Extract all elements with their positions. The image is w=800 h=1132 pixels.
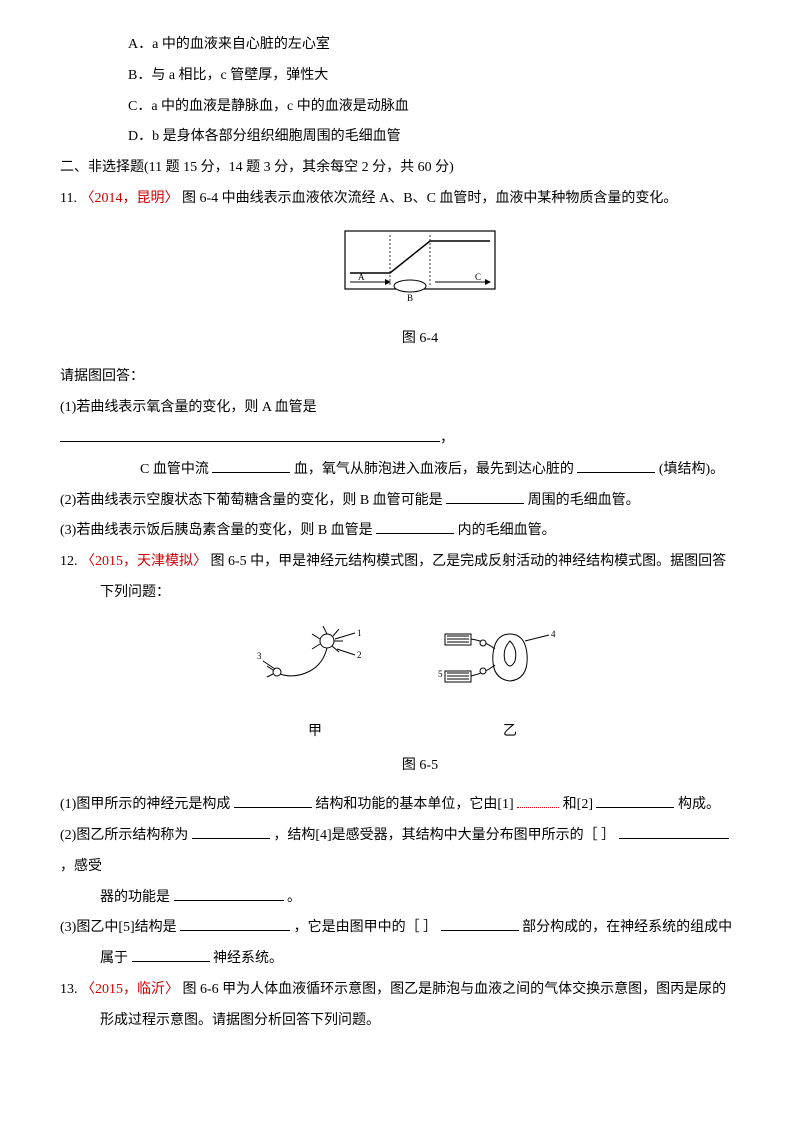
q12-part2: (2)图乙所示结构称为 ，结构[4]是感受器，其结构中大量分布图甲所示的［ ］ …: [60, 821, 740, 883]
q12-p1-d: 构成。: [678, 797, 720, 812]
q11-part2: (2)若曲线表示空腹状态下葡萄糖含量的变化，则 B 血管可能是 周围的毛细血管。: [60, 486, 740, 517]
q11-text: 图 6-4 中曲线表示血液依次流经 A、B、C 血管时，血液中某种物质含量的变化…: [182, 191, 677, 206]
q11-citation: 〈2014，昆明〉: [80, 191, 178, 206]
svg-text:B: B: [407, 293, 413, 303]
q12-part3b: 属于 神经系统。: [100, 944, 740, 975]
q12-p1-c: 和[2]: [563, 797, 593, 812]
q12-text-a: 图 6-5 中，甲是神经元结构模式图，乙是完成反射活动的神经结构模式图。据图回答: [211, 554, 727, 569]
q11-part1b: C 血管中流 血，氧气从肺泡进入血液后，最先到达心脏的 (填结构)。: [100, 455, 740, 486]
q11-part3: (3)若曲线表示饭后胰岛素含量的变化，则 B 血管是 内的毛细血管。: [60, 516, 740, 547]
figure-6-4-label: 图 6-4: [100, 324, 740, 355]
q12-number: 12.: [60, 554, 78, 569]
q11-p1b-blank2[interactable]: [577, 459, 655, 473]
q12-p3-b: ，它是由图甲中的［ ］: [294, 920, 438, 935]
q12-p3-c: 部分构成的，在神经系统的组成中: [522, 920, 732, 935]
q12-p1-a: (1)图甲所示的神经元是构成: [60, 797, 230, 812]
q12-part2b: 器的功能是 。: [100, 883, 740, 914]
q11-p1b-c: (填结构)。: [659, 462, 724, 477]
svg-text:1: 1: [357, 628, 362, 638]
fig-yi-label: 乙: [435, 717, 585, 748]
q12-p3-blank2[interactable]: [441, 917, 519, 931]
q12-part3: (3)图乙中[5]结构是 ，它是由图甲中的［ ］ 部分构成的，在神经系统的组成中: [60, 913, 740, 944]
option-c: C．a 中的血液是静脉血，c 中的血液是动脉血: [100, 92, 740, 123]
q13-text-b: 形成过程示意图。请据图分析回答下列问题。: [100, 1006, 740, 1037]
svg-text:3: 3: [257, 651, 262, 661]
q12-p1-blank1[interactable]: [234, 794, 312, 808]
q13-text-a: 图 6-6 甲为人体血液循环示意图，图乙是肺泡与血液之间的气体交换示意图，图丙是…: [183, 982, 727, 997]
q11-p2-b: 周围的毛细血管。: [528, 493, 640, 508]
q12-p3-e: 神经系统。: [213, 951, 283, 966]
q11-p3-a: (3)若曲线表示饭后胰岛素含量的变化，则 B 血管是: [60, 523, 373, 538]
svg-text:4: 4: [551, 629, 556, 639]
figure-6-5: 1 2 3 甲 4 5 乙: [100, 619, 740, 748]
q12-p2-blank1[interactable]: [192, 825, 270, 839]
q12-p2-d: 器的功能是: [100, 890, 170, 905]
q12-part1: (1)图甲所示的神经元是构成 结构和功能的基本单位，它由[1] 和[2] 构成。: [60, 790, 740, 821]
svg-text:2: 2: [357, 650, 362, 660]
q11-p2-blank[interactable]: [446, 490, 524, 504]
q12-text-b: 下列问题：: [100, 578, 740, 609]
q12-p2-e: 。: [287, 890, 301, 905]
figure-6-5-label: 图 6-5: [100, 751, 740, 782]
q13-citation: 〈2015，临沂〉: [81, 982, 179, 997]
question-12: 12. 〈2015，天津模拟〉 图 6-5 中，甲是神经元结构模式图，乙是完成反…: [60, 547, 740, 578]
q12-p1-b: 结构和功能的基本单位，它由[1]: [315, 797, 513, 812]
figure-6-4: A C B: [100, 223, 740, 316]
svg-text:5: 5: [438, 669, 443, 679]
figure-6-5-yi: 4 5 乙: [435, 619, 585, 748]
q12-p3-a: (3)图乙中[5]结构是: [60, 920, 177, 935]
q13-number: 13.: [60, 982, 78, 997]
q11-p1b-blank1[interactable]: [212, 459, 290, 473]
svg-text:A: A: [358, 272, 365, 282]
q12-citation: 〈2015，天津模拟〉: [81, 554, 207, 569]
q11-p1-blank[interactable]: [60, 428, 440, 442]
q12-p3-d: 属于: [100, 951, 128, 966]
q11-p3-blank[interactable]: [376, 520, 454, 534]
q12-p2-c: ，感受: [60, 859, 102, 874]
q11-p1b-a: C 血管中流: [140, 462, 209, 477]
q11-prompt: 请据图回答：: [60, 362, 740, 393]
q12-p2-blank3[interactable]: [174, 887, 284, 901]
q11-number: 11.: [60, 191, 77, 206]
q12-p1-blank3[interactable]: [596, 794, 674, 808]
q12-p1-blank2[interactable]: [517, 794, 559, 808]
q11-p3-b: 内的毛细血管。: [458, 523, 556, 538]
question-13: 13. 〈2015，临沂〉 图 6-6 甲为人体血液循环示意图，图乙是肺泡与血液…: [60, 975, 740, 1006]
question-11: 11. 〈2014，昆明〉 图 6-4 中曲线表示血液依次流经 A、B、C 血管…: [60, 184, 740, 215]
option-a: A．a 中的血液来自心脏的左心室: [100, 30, 740, 61]
q12-p2-blank2[interactable]: [619, 825, 729, 839]
option-d: D．b 是身体各部分组织细胞周围的毛细血管: [100, 122, 740, 153]
q12-p2-b: ，结构[4]是感受器，其结构中大量分布图甲所示的［ ］: [273, 828, 615, 843]
svg-text:C: C: [475, 272, 481, 282]
q11-part1-blank-line: ，: [60, 424, 740, 455]
q11-p1-text: (1)若曲线表示氧含量的变化，则 A 血管是: [60, 400, 317, 415]
q11-p1b-b: 血，氧气从肺泡进入血液后，最先到达心脏的: [294, 462, 574, 477]
q12-p3-blank3[interactable]: [132, 948, 210, 962]
option-b: B．与 a 相比，c 管壁厚，弹性大: [100, 61, 740, 92]
fig-jia-label: 甲: [255, 717, 375, 748]
section-2-header: 二、非选择题(11 题 15 分，14 题 3 分，其余每空 2 分，共 60 …: [60, 153, 740, 184]
figure-6-5-jia: 1 2 3 甲: [255, 619, 375, 748]
q11-part1: (1)若曲线表示氧含量的变化，则 A 血管是: [60, 393, 740, 424]
q11-p2-a: (2)若曲线表示空腹状态下葡萄糖含量的变化，则 B 血管可能是: [60, 493, 443, 508]
q12-p3-blank1[interactable]: [180, 917, 290, 931]
q12-p2-a: (2)图乙所示结构称为: [60, 828, 188, 843]
